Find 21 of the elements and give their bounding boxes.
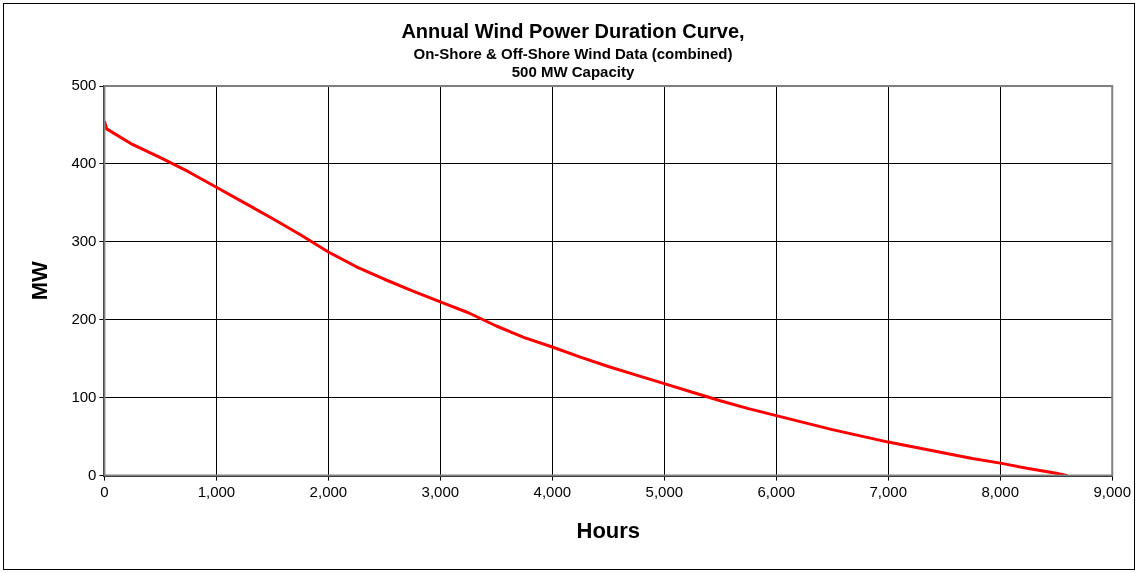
x-tick-label: 8,000 [981, 482, 1020, 500]
x-tick-label: 9,000 [1093, 482, 1132, 500]
text: On-Shore & Off-Shore Wind Data (combined) [413, 45, 733, 63]
x-tick-label: 6,000 [757, 482, 796, 500]
x-tick-label: 4,000 [533, 482, 572, 500]
x-tick-label: 3,000 [421, 482, 460, 500]
chart-title: Annual Wind Power Duration Curve, [401, 19, 745, 42]
text: 500 MW Capacity [511, 63, 635, 81]
y-axis-title: MW [27, 261, 53, 301]
y-tick-label: 200 [71, 309, 97, 327]
y-tick-label: 500 [71, 76, 97, 94]
x-tick-label: 2,000 [309, 482, 348, 500]
x-tick-label: 1,000 [197, 482, 236, 500]
x-tick-label: 0 [100, 482, 109, 500]
x-axis-title: Hours [576, 517, 641, 543]
y-tick-label: 400 [71, 154, 97, 172]
y-tick-label: 300 [71, 231, 97, 249]
x-tick-label: 5,000 [645, 482, 684, 500]
x-tick-label: 7,000 [869, 482, 908, 500]
y-tick-label: 100 [71, 387, 97, 405]
y-tick-label: 0 [88, 465, 97, 483]
